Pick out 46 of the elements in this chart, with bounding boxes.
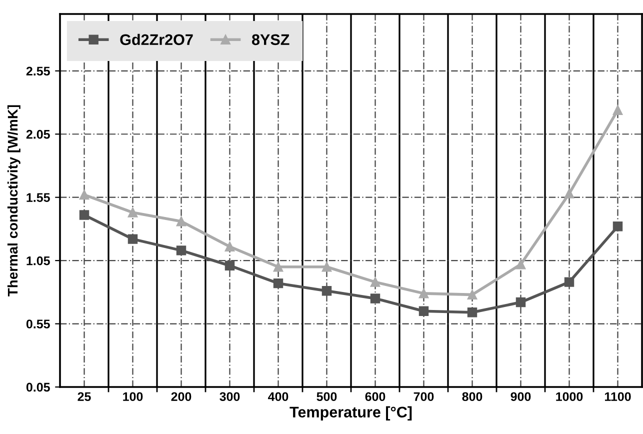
legend-label: 8YSZ <box>252 34 290 46</box>
x-tick-label: 1100 <box>604 392 631 402</box>
point <box>516 297 526 308</box>
point <box>128 234 138 244</box>
y-tick-label: 2.05 <box>26 130 50 139</box>
x-axis-title: Temperature [°C] <box>290 406 412 421</box>
x-tick-label: 300 <box>220 392 240 402</box>
point <box>612 105 623 115</box>
point <box>224 260 235 270</box>
point <box>467 290 478 300</box>
point <box>370 277 380 287</box>
point <box>79 210 90 220</box>
point <box>516 259 526 270</box>
point <box>322 262 332 272</box>
point <box>273 262 284 272</box>
x-tick-label: 1000 <box>556 392 583 402</box>
point <box>79 190 90 200</box>
point <box>176 246 186 256</box>
legend-label: Gd2Zr2O7 <box>120 34 193 46</box>
x-tick-label: 25 <box>78 392 91 402</box>
point <box>418 288 429 298</box>
point <box>224 242 235 252</box>
x-tick-label: 500 <box>316 392 337 402</box>
point <box>564 188 574 198</box>
point <box>128 208 138 218</box>
x-tick-label: 400 <box>268 392 288 402</box>
y-tick-label: 1.05 <box>26 256 50 266</box>
point <box>467 308 478 318</box>
point <box>564 277 574 287</box>
x-tick-label: 600 <box>365 392 386 402</box>
y-tick-label: 0.55 <box>26 320 50 328</box>
point <box>418 306 429 316</box>
point <box>176 216 186 226</box>
y-axis-title: Thermal conductivity [W/mK] <box>7 105 20 296</box>
x-tick-label: 900 <box>510 392 531 402</box>
point <box>612 222 623 232</box>
x-tick-label: 100 <box>123 392 143 402</box>
x-tick-label: 800 <box>462 392 482 402</box>
y-tick-label: 0.05 <box>26 382 50 392</box>
y-tick-label: 2.55 <box>26 66 50 76</box>
x-tick-label: 700 <box>414 392 434 402</box>
point <box>370 294 380 304</box>
x-tick-label: 200 <box>171 392 192 402</box>
y-tick-label: 1.55 <box>26 193 50 202</box>
point <box>273 278 284 288</box>
point <box>322 286 332 296</box>
